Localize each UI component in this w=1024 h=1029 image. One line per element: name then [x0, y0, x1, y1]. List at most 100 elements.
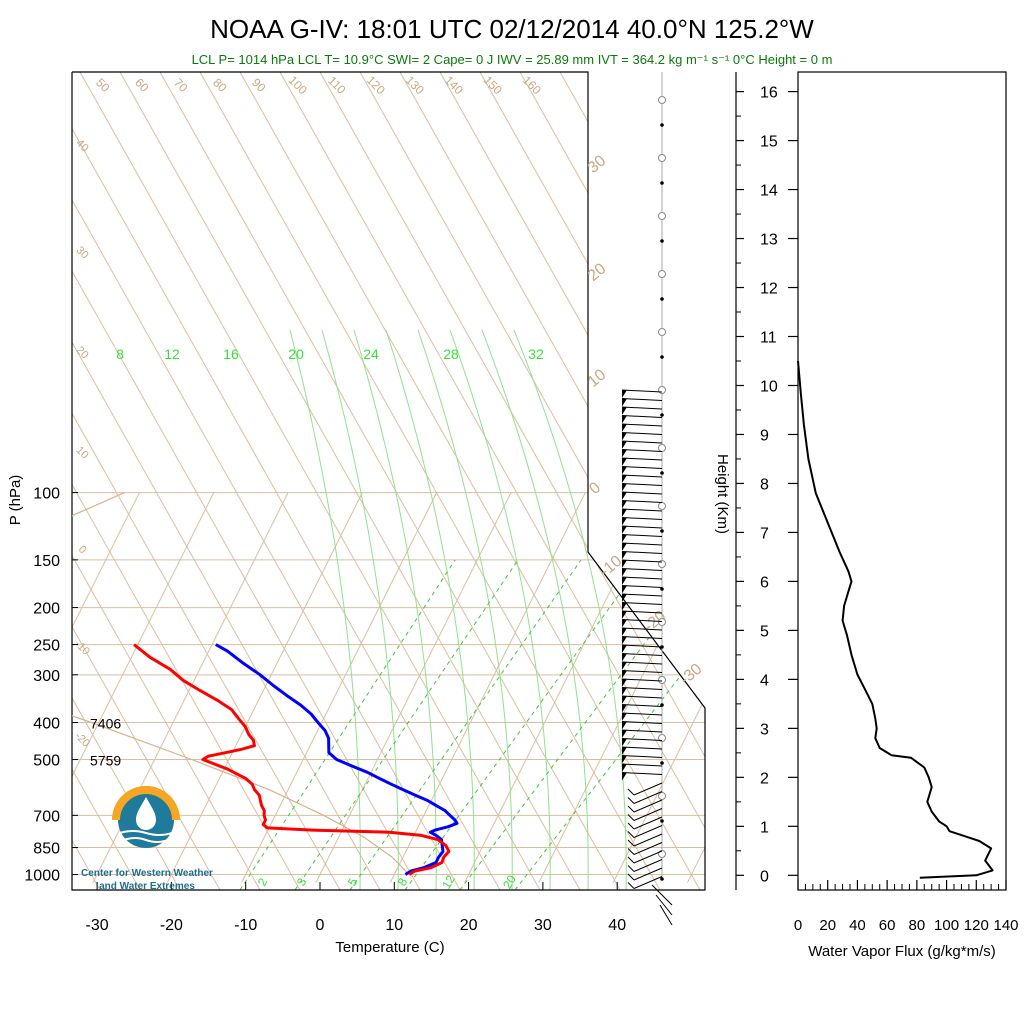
flux-x-tick-label: 0 [794, 917, 802, 934]
mixing-ratio-label-bottom: 2 [255, 875, 271, 888]
wind-barb-shaft [621, 653, 663, 656]
wind-barb [627, 850, 663, 864]
height-tick-label: 8 [760, 476, 769, 493]
isotherm-line [762, 493, 957, 883]
height-tick-label: 13 [760, 232, 778, 249]
mixing-ratio-label-top: 32 [528, 346, 544, 362]
temperature-profile-line [133, 643, 451, 876]
wind-barb [621, 661, 663, 670]
wind-barb-pennant [622, 755, 627, 764]
skewt-x-tick-label: 10 [385, 917, 403, 934]
wind-level-dot [660, 355, 664, 359]
wind-barb-shaft [621, 670, 663, 673]
chart-subtitle: LCL P= 1014 hPa LCL T= 10.9°C SWI= 2 Cap… [192, 52, 833, 67]
isotherm-label-left: 30 [74, 244, 91, 261]
skewt-y-tick-label: 700 [33, 808, 60, 825]
wind-barb-shaft [633, 791, 663, 804]
mixing-ratio-line [514, 559, 705, 890]
isotherm-line [72, 492, 140, 883]
wind-level-circle [658, 676, 666, 684]
wind-barb [627, 867, 663, 881]
wind-barb-shaft [621, 534, 663, 537]
wind-level-dot [660, 239, 664, 243]
wind-barb-pennant [622, 424, 627, 432]
cw3e-logo: Center for Western Weather and Water Ext… [81, 786, 213, 892]
wind-barb-shaft [621, 406, 663, 410]
wind-barb-shaft [621, 593, 663, 597]
wind-barb-surface [659, 904, 673, 926]
mixing-ratio-label-top: 24 [363, 346, 379, 362]
moist-adiabat-curve [353, 329, 437, 890]
wind-barb [621, 432, 663, 441]
wind-barb [621, 687, 663, 696]
wind-barb-feather [627, 873, 635, 881]
height-tick-label: 3 [760, 721, 769, 738]
wind-barb [621, 712, 663, 721]
wind-barb [621, 602, 663, 611]
height-tick-label: 5 [760, 623, 769, 640]
wind-barb-pennant [622, 526, 627, 534]
wind-barb-pennant [622, 517, 627, 526]
wind-barb [621, 729, 663, 738]
wind-barb-pennant [622, 645, 627, 653]
wind-barb-pennant [622, 713, 627, 721]
wind-barb-shaft [621, 398, 663, 401]
height-tick-label: 1 [760, 819, 769, 836]
wind-barb-pennant [622, 704, 627, 713]
height-tick-label: 14 [760, 183, 778, 200]
wind-barb [621, 415, 663, 424]
wind-level-dot [660, 413, 664, 417]
skewt-x-tick-label: -10 [234, 917, 257, 934]
wind-barb-shaft [621, 610, 663, 614]
wind-barb-pennant [622, 551, 627, 560]
wind-level-dot [660, 587, 664, 591]
dry-adiabat-line [840, 72, 1024, 890]
wind-barb-shaft [633, 842, 663, 855]
wind-barb [621, 500, 663, 509]
wind-barb [621, 738, 663, 747]
height-tick-label: 12 [760, 281, 778, 298]
mixing-ratio-line [349, 559, 582, 890]
wind-level-circle [658, 328, 666, 336]
wind-barb [621, 670, 663, 679]
wind-barb-shaft [621, 585, 663, 588]
wind-barb-shaft [621, 678, 663, 682]
wind-barb-shaft [633, 808, 663, 821]
wind-barb [621, 542, 663, 551]
wind-barb-pennant [622, 679, 627, 687]
wind-barb-feather [627, 839, 635, 847]
wind-barb-shaft [621, 491, 663, 495]
wind-barb-feather [627, 848, 635, 855]
height-tick-label: 0 [760, 868, 769, 885]
skewt-y-tick-label: 500 [33, 753, 60, 770]
wind-barb [621, 619, 663, 628]
mixing-ratio-line [294, 559, 519, 890]
wind-barb [621, 457, 663, 466]
wind-barb-pennant [622, 721, 627, 730]
wind-barb-pennant [622, 594, 627, 602]
dry-adiabat-line [72, 72, 181, 890]
dry-adiabat-label: 70 [171, 75, 191, 95]
wind-barb-shaft [621, 517, 663, 520]
isotherm-line [241, 492, 438, 883]
wind-barb-pennant [622, 730, 627, 738]
height-tick-label: 4 [760, 672, 769, 689]
flux-x-tick-label: 60 [879, 917, 896, 934]
dry-adiabat-line [72, 72, 221, 890]
wind-barb [621, 483, 663, 492]
wind-barb [621, 474, 663, 483]
skewt-x-tick-label: 40 [608, 917, 626, 934]
isotherm-label-right: 0 [586, 479, 604, 498]
wind-barb-pennant [622, 662, 627, 670]
mixing-ratio-label-bottom: 3 [294, 875, 310, 888]
wind-barb [627, 816, 663, 830]
wind-barb-shaft [621, 559, 663, 563]
dry-adiabat-label: 140 [442, 73, 466, 97]
wind-barb [621, 525, 663, 534]
height-annotation: 7406 [90, 716, 121, 732]
moist-adiabat-curve [417, 329, 513, 890]
height-tick-label: 11 [760, 330, 777, 347]
dry-adiabat-label: 130 [403, 73, 427, 97]
